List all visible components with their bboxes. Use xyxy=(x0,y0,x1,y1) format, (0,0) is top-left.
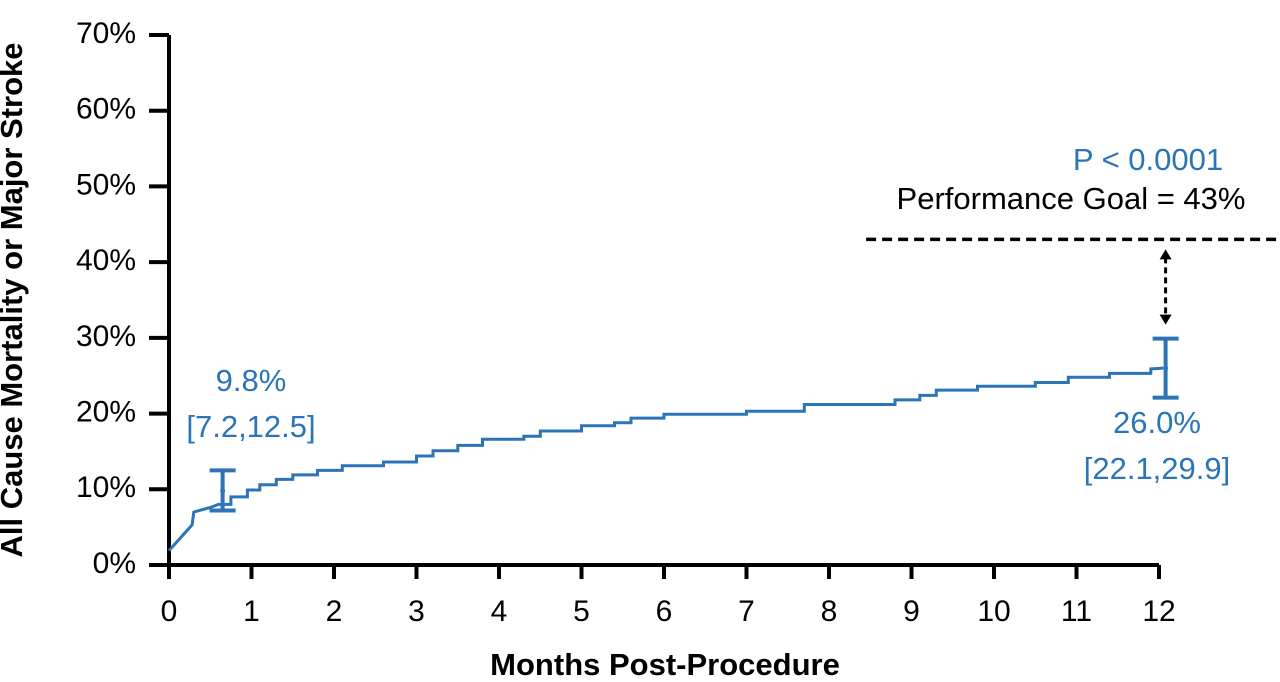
x-axis-title: Months Post-Procedure xyxy=(490,647,840,682)
estimate-point xyxy=(1163,365,1169,371)
y-tick-label: 60% xyxy=(76,93,136,126)
x-tick-label: 3 xyxy=(408,595,425,628)
ci-label: [7.2,12.5] xyxy=(186,409,315,444)
x-tick-label: 7 xyxy=(738,595,755,628)
estimate-point xyxy=(220,488,226,494)
arrow-head xyxy=(1159,314,1172,325)
x-tick-label: 2 xyxy=(326,595,343,628)
x-tick-label: 6 xyxy=(656,595,673,628)
x-tick-label: 1 xyxy=(243,595,260,628)
estimate-label: 9.8% xyxy=(216,363,287,398)
x-tick-label: 4 xyxy=(491,595,508,628)
x-tick-label: 0 xyxy=(161,595,178,628)
y-tick-label: 40% xyxy=(76,244,136,277)
x-tick-label: 10 xyxy=(977,595,1010,628)
x-tick-label: 8 xyxy=(821,595,838,628)
y-tick-label: 10% xyxy=(76,471,136,504)
x-tick-label: 9 xyxy=(903,595,920,628)
y-tick-label: 0% xyxy=(93,547,136,580)
estimate-label: 26.0% xyxy=(1113,405,1201,440)
p-value: P < 0.0001 xyxy=(1073,142,1223,177)
y-tick-label: 20% xyxy=(76,395,136,428)
ci-label: [22.1,29.9] xyxy=(1084,451,1231,486)
x-tick-label: 11 xyxy=(1061,595,1092,628)
x-tick-label: 5 xyxy=(573,595,590,628)
reference-label: Performance Goal = 43% xyxy=(897,181,1246,216)
x-tick-label: 12 xyxy=(1142,595,1175,628)
y-tick-label: 50% xyxy=(76,168,136,201)
survival-curve xyxy=(167,366,1164,552)
y-tick-label: 70% xyxy=(76,17,136,50)
y-tick-label: 30% xyxy=(76,320,136,353)
y-axis-title: All Cause Mortality or Major Stroke xyxy=(0,42,29,557)
arrow-head xyxy=(1159,249,1172,260)
